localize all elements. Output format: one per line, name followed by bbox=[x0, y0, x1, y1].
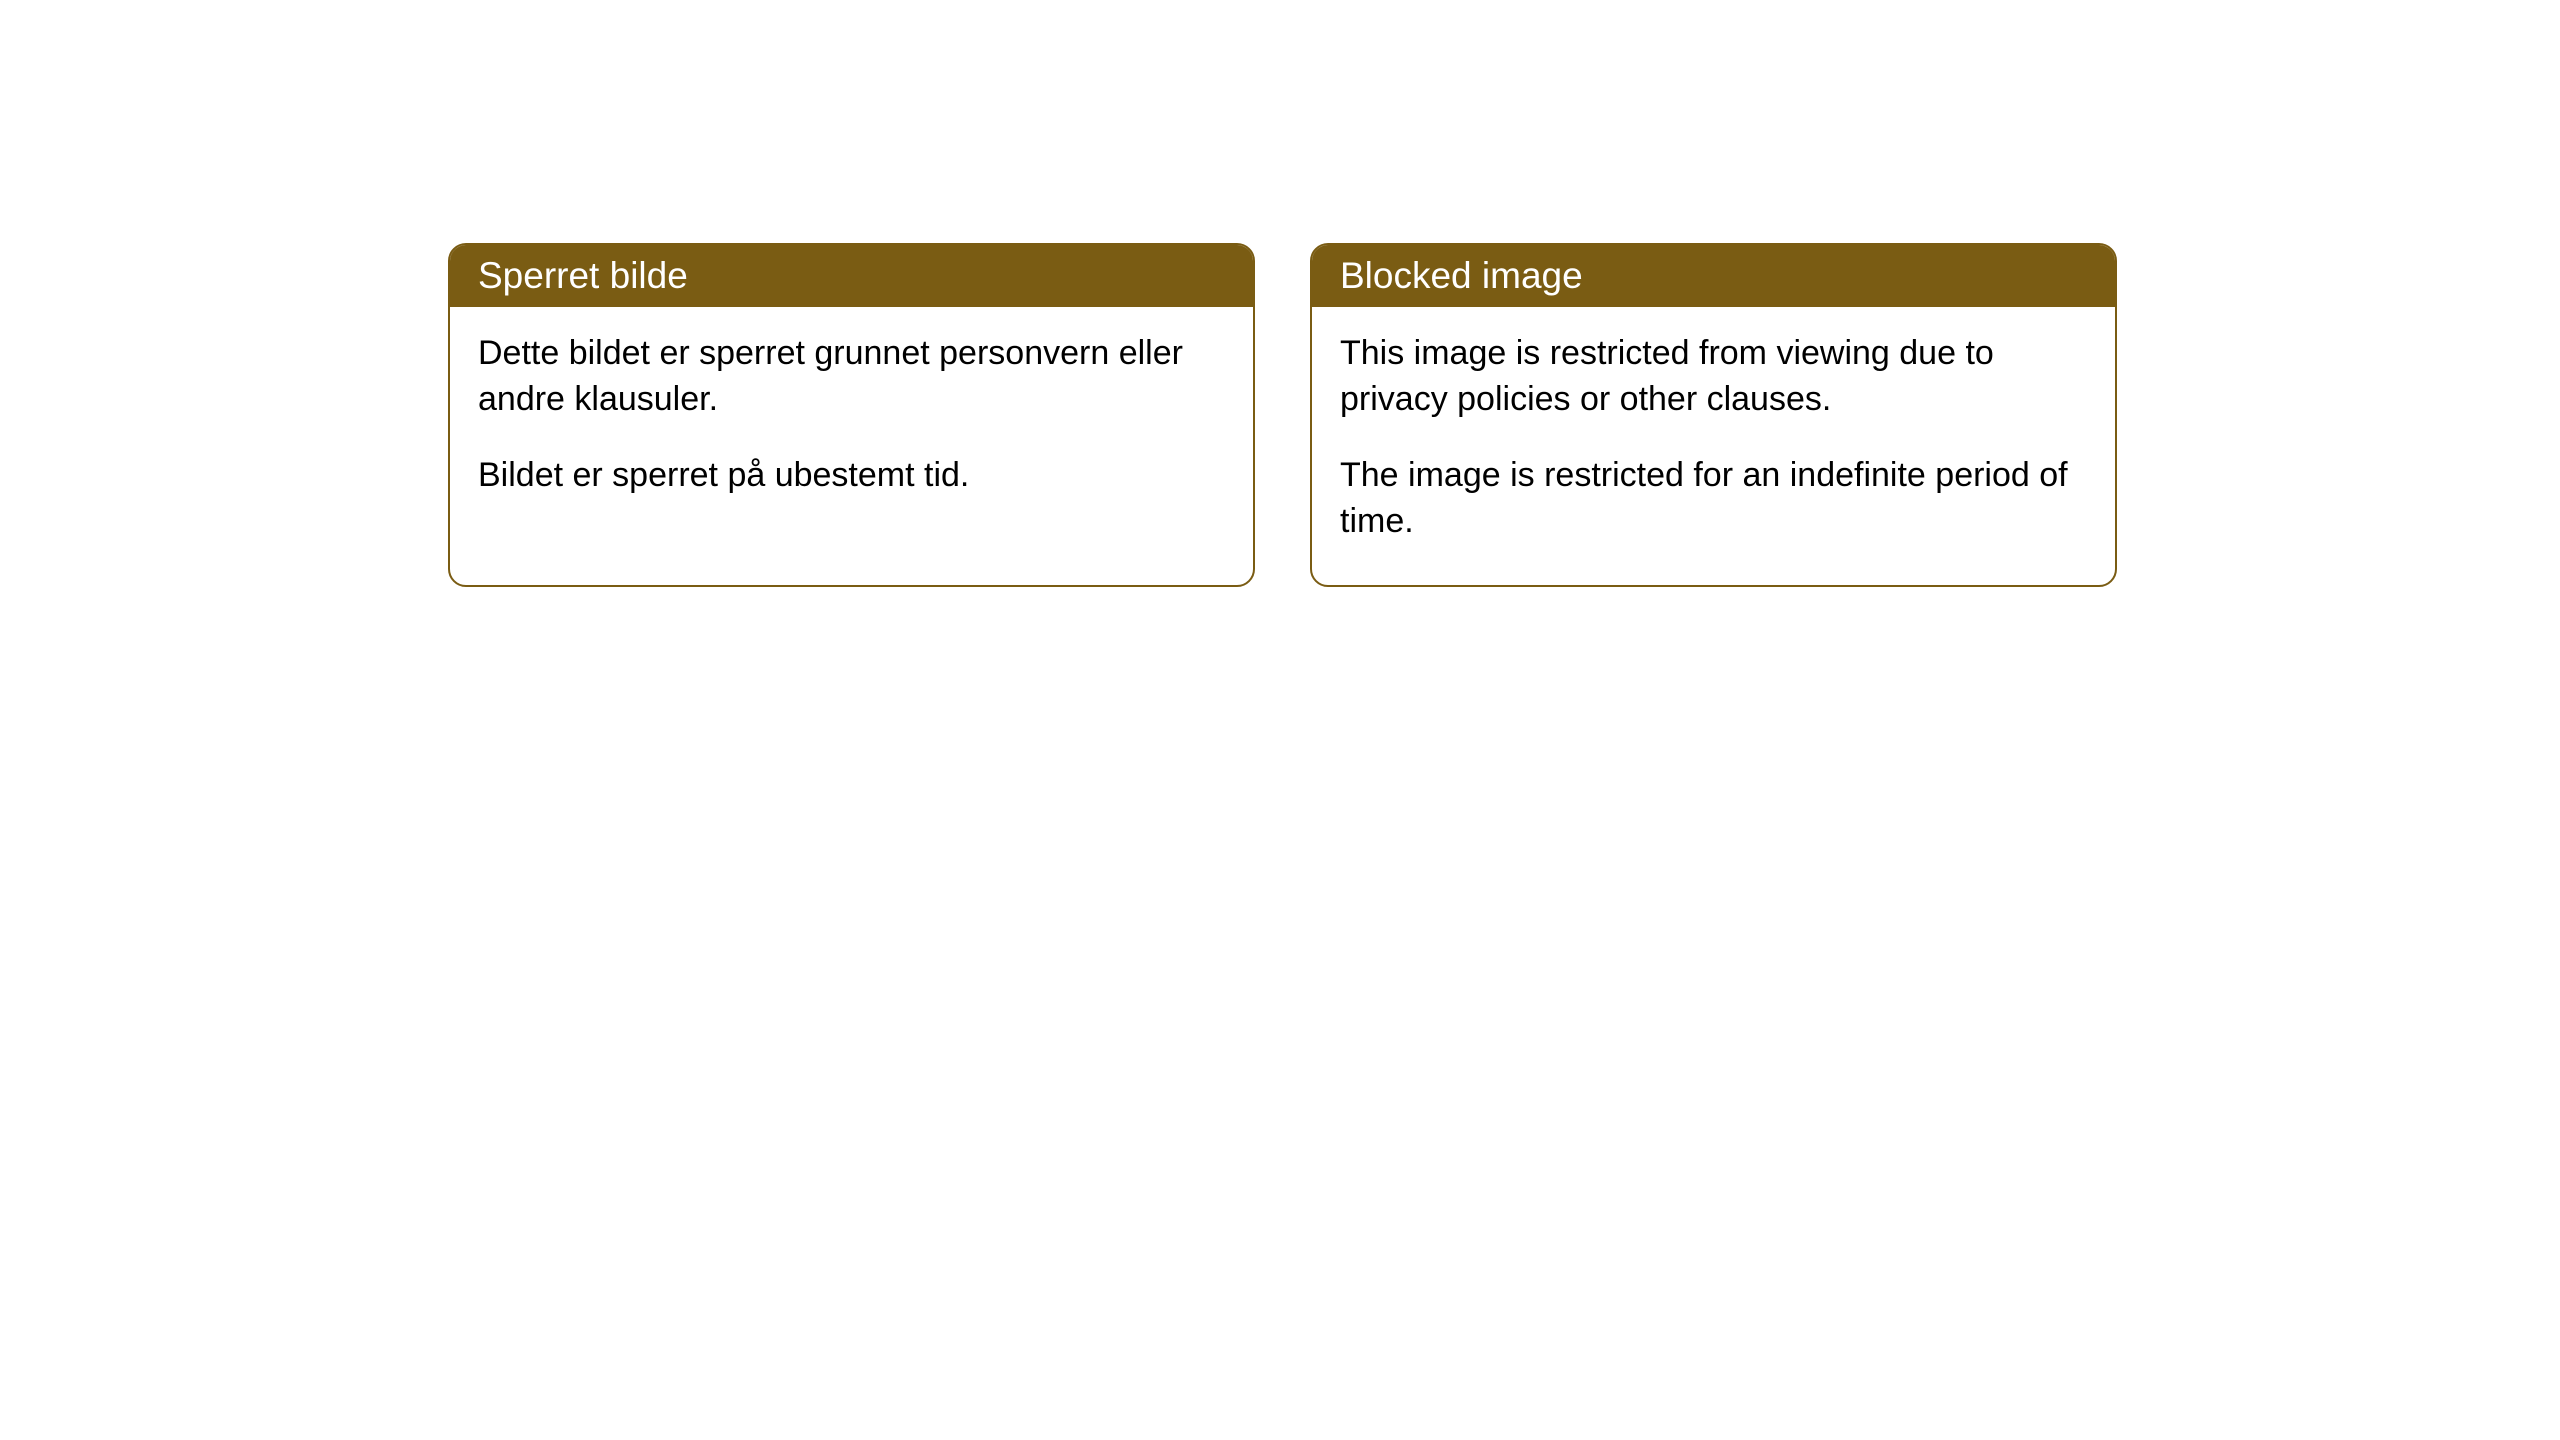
notice-header-norwegian: Sperret bilde bbox=[450, 245, 1253, 307]
notice-card-english: Blocked image This image is restricted f… bbox=[1310, 243, 2117, 587]
notice-body-norwegian: Dette bildet er sperret grunnet personve… bbox=[450, 307, 1253, 539]
notice-header-english: Blocked image bbox=[1312, 245, 2115, 307]
notice-card-norwegian: Sperret bilde Dette bildet er sperret gr… bbox=[448, 243, 1255, 587]
notice-title: Sperret bilde bbox=[478, 255, 688, 296]
notice-paragraph-1: This image is restricted from viewing du… bbox=[1340, 331, 2087, 423]
notice-container: Sperret bilde Dette bildet er sperret gr… bbox=[448, 243, 2117, 587]
notice-title: Blocked image bbox=[1340, 255, 1583, 296]
notice-paragraph-2: Bildet er sperret på ubestemt tid. bbox=[478, 453, 1225, 499]
notice-paragraph-1: Dette bildet er sperret grunnet personve… bbox=[478, 331, 1225, 423]
notice-body-english: This image is restricted from viewing du… bbox=[1312, 307, 2115, 585]
notice-paragraph-2: The image is restricted for an indefinit… bbox=[1340, 453, 2087, 545]
